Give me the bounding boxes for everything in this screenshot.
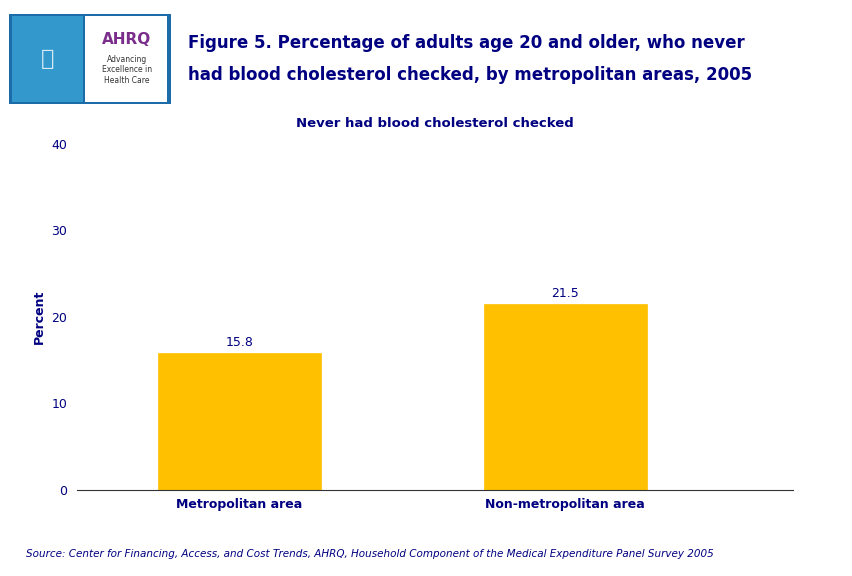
Y-axis label: Percent: Percent	[32, 290, 45, 344]
Text: Never had blood cholesterol checked: Never had blood cholesterol checked	[296, 117, 573, 130]
Bar	[84, 16, 167, 102]
Text: 21.5: 21.5	[550, 286, 579, 300]
Text: Source: Center for Financing, Access, and Cost Trends, AHRQ, Household Component: Source: Center for Financing, Access, an…	[26, 549, 712, 559]
Text: Figure 5. Percentage of adults age 20 and older, who never: Figure 5. Percentage of adults age 20 an…	[187, 34, 744, 52]
Bar	[483, 304, 646, 490]
Text: Advancing: Advancing	[106, 55, 147, 63]
Text: AHRQ: AHRQ	[102, 32, 152, 47]
Text: Health Care: Health Care	[104, 76, 149, 85]
Text: Excellence in: Excellence in	[101, 65, 152, 74]
Bar	[12, 16, 83, 102]
Text: 15.8: 15.8	[226, 336, 253, 348]
Bar	[158, 353, 320, 490]
Text: 🦅: 🦅	[41, 49, 54, 69]
Text: had blood cholesterol checked, by metropolitan areas, 2005: had blood cholesterol checked, by metrop…	[187, 66, 751, 84]
